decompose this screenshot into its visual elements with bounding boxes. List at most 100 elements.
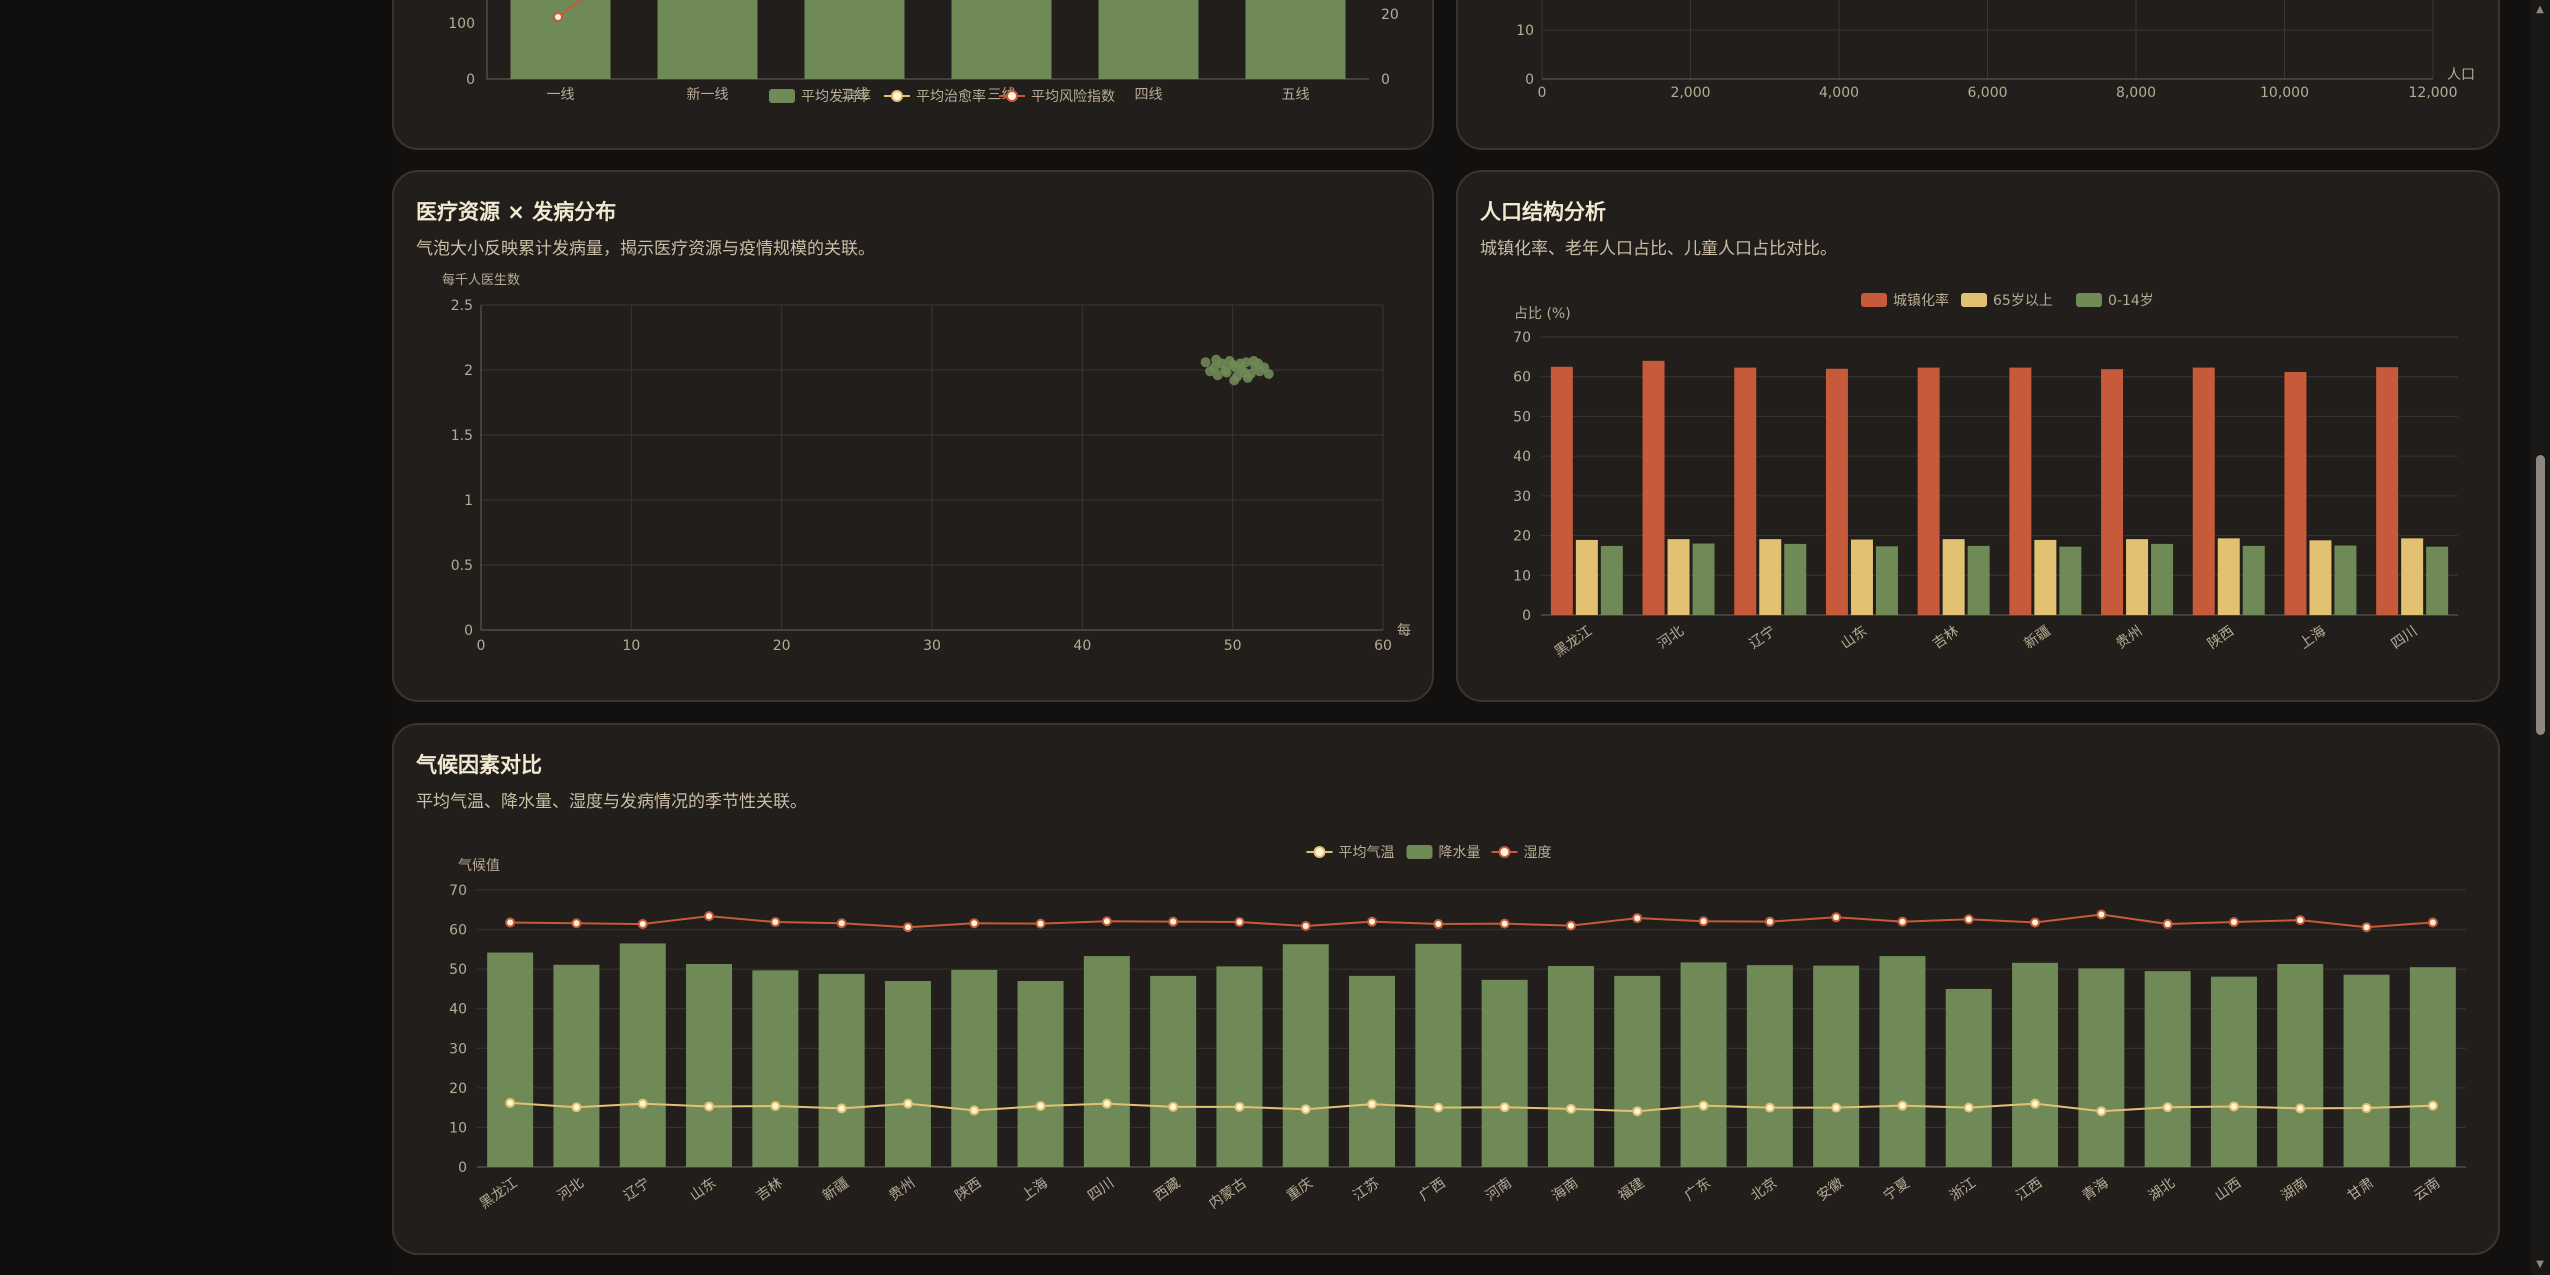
- population-bar: [1850, 539, 1873, 615]
- y-tick-label: 30: [449, 1041, 467, 1057]
- y-tick-label: 20: [1513, 529, 1531, 545]
- y-tick-label: 0: [1522, 608, 1531, 624]
- series-point: [1632, 1106, 1643, 1117]
- rainfall-bar: [2277, 963, 2324, 1167]
- x-tick-label: 海南: [1549, 1175, 1581, 1204]
- population-structure-panel: 人口结构分析 城镇化率、老年人口占比、儿童人口占比对比。 0 10 20 30 40 50…: [1456, 170, 2500, 702]
- bubble-point: [1224, 355, 1235, 366]
- bubble-point: [1229, 375, 1240, 386]
- scrollbar-thumb[interactable]: [2536, 455, 2545, 735]
- climate-panel: 气候因素对比 平均气温、降水量、湿度与发病情况的季节性关联。 0 10 20 30 40…: [392, 723, 2500, 1255]
- series-point: [2096, 909, 2107, 920]
- population-bar: [1825, 368, 1848, 615]
- series-point: [2162, 1102, 2173, 1113]
- rainfall-bar: [553, 964, 600, 1167]
- legend-label: 平均风险指数: [1031, 89, 1115, 105]
- rainfall-bar: [2012, 962, 2059, 1167]
- series-point: [2427, 917, 2438, 928]
- y-tick-label: 2.5: [451, 298, 473, 314]
- x-tick-label: 河北: [555, 1175, 587, 1204]
- x-tick-label: 新一线: [687, 87, 729, 103]
- x-tick-label: 8,000: [2116, 85, 2156, 101]
- population-bar: [1875, 546, 1898, 615]
- series-point: [1234, 1101, 1245, 1112]
- x-tick-label: 一线: [547, 87, 575, 103]
- series-point: [902, 922, 913, 933]
- series-point: [2295, 1103, 2306, 1114]
- x-tick-label: 黑龙江: [477, 1175, 521, 1212]
- x-tick-label: 福建: [1615, 1175, 1647, 1204]
- rainfall-bar: [487, 952, 534, 1167]
- series-point: [1035, 1101, 1046, 1112]
- population-panel-title: 人口结构分析: [1480, 200, 1606, 224]
- series-point: [1367, 1099, 1378, 1110]
- rainfall-bar: [2078, 968, 2125, 1167]
- rainfall-bar: [1282, 944, 1329, 1167]
- rainfall-bar: [1547, 965, 1594, 1167]
- legend-swatch: [1861, 293, 1887, 307]
- series-point: [2030, 917, 2041, 928]
- x-tick-label: 黑龙江: [1552, 623, 1596, 660]
- population-bar: [2059, 546, 2082, 615]
- x-tick-label: 30: [923, 638, 941, 654]
- x-tick-label: 辽宁: [620, 1174, 653, 1204]
- population-bar: [1967, 545, 1990, 615]
- x-tick-label: 0: [1538, 85, 1547, 101]
- legend-label: 湿度: [1524, 845, 1552, 861]
- medical-panel-title: 医疗资源 × 发病分布: [416, 200, 617, 224]
- legend-swatch-marker: [891, 90, 903, 102]
- rainfall-bar: [1216, 966, 1263, 1167]
- population-scatter-panel: 0 2,000 4,000 6,000 8,000 10,000 12,000 0 10 人口: [1456, 0, 2500, 150]
- tier-bar: [1245, 0, 1346, 79]
- y-axis-title: 占比 (%): [1514, 306, 1571, 322]
- series-point: [637, 1098, 648, 1109]
- page-scrollbar[interactable]: ▲ ▼: [2530, 0, 2550, 1275]
- scroll-up-arrow-icon[interactable]: ▲: [2536, 4, 2544, 15]
- x-tick-label: 山东: [1838, 623, 1870, 652]
- y-tick-label: 10: [1513, 568, 1531, 584]
- rainfall-bar: [1349, 975, 1396, 1167]
- left-sidebar-background: [0, 0, 392, 1275]
- series-point: [1499, 1102, 1510, 1113]
- x-tick-label: 20: [773, 638, 791, 654]
- x-axis-title: 每: [1397, 623, 1411, 639]
- x-tick-label: 宁夏: [1880, 1174, 1913, 1204]
- series-point: [1433, 919, 1444, 930]
- x-tick-label: 60: [1374, 638, 1392, 654]
- tier-bar: [657, 0, 758, 79]
- x-tick-label: 陕西: [2205, 623, 2237, 652]
- medical-panel-subtitle: 气泡大小反映累计发病量，揭示医疗资源与疫情规模的关联。: [416, 239, 875, 259]
- y-tick-label: 10: [1516, 23, 1534, 39]
- population-bar: [2009, 367, 2032, 615]
- y-tick-label: 20: [449, 1081, 467, 1097]
- series-point: [571, 1102, 582, 1113]
- series-point: [1101, 1098, 1112, 1109]
- series-point: [1632, 913, 1643, 924]
- series-point: [1035, 918, 1046, 929]
- series-point: [1433, 1102, 1444, 1113]
- risk-line: [557, 0, 583, 18]
- population-bar: [2034, 539, 2057, 615]
- rainfall-bar: [686, 963, 733, 1167]
- x-tick-label: 2,000: [1670, 85, 1710, 101]
- rainfall-bar: [1746, 965, 1793, 1167]
- population-bar: [2334, 545, 2357, 615]
- series-line: [510, 913, 2433, 929]
- x-tick-label: 河北: [1655, 623, 1687, 652]
- series-point: [1234, 917, 1245, 928]
- tier-bar: [804, 0, 905, 79]
- legend-label: 65岁以上: [1993, 293, 2053, 309]
- scroll-down-arrow-icon[interactable]: ▼: [2536, 1259, 2544, 1270]
- rainfall-bar: [1150, 975, 1197, 1167]
- bubble-point: [1220, 365, 1231, 375]
- legend-swatch-marker: [1006, 90, 1018, 102]
- rainfall-bar: [1083, 956, 1130, 1167]
- rainfall-bar: [1680, 962, 1727, 1167]
- y-tick-label: 0.5: [451, 558, 473, 574]
- legend-swatch: [769, 89, 795, 103]
- series-point: [637, 919, 648, 930]
- series-point: [1168, 916, 1179, 927]
- y-tick-label: 40: [449, 1002, 467, 1018]
